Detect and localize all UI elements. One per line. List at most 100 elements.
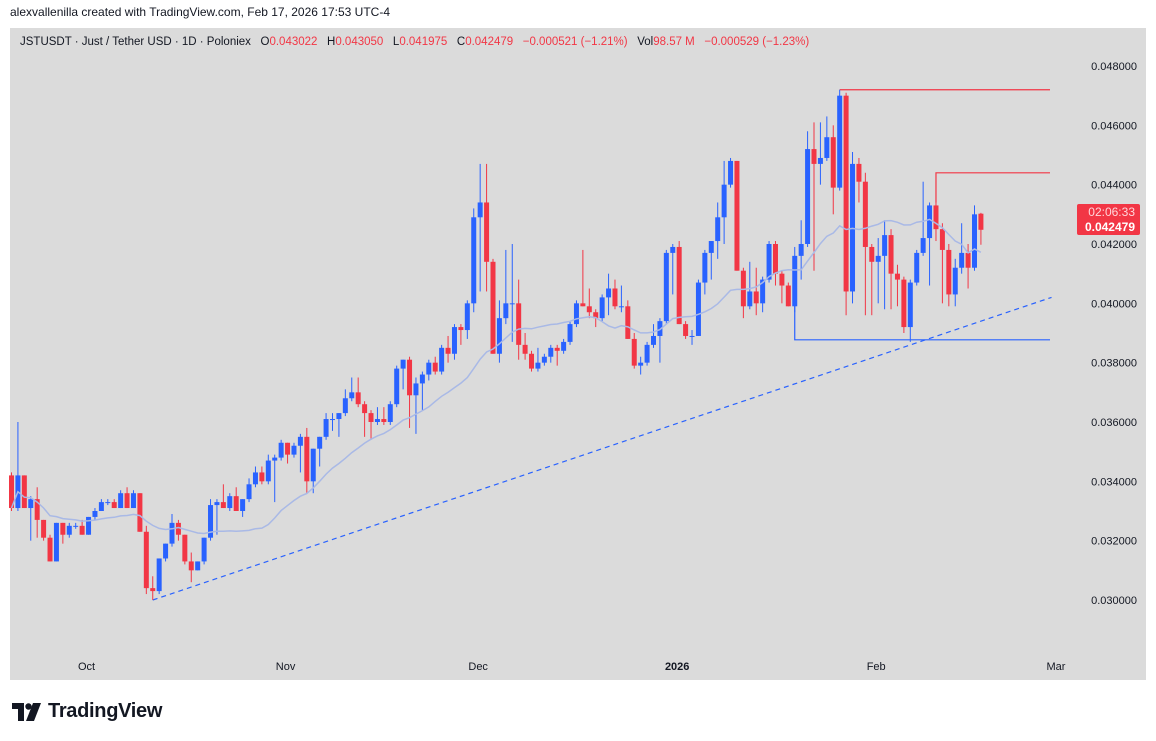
candle-body [683,324,689,336]
candle-body [657,321,663,336]
candle-body [201,537,207,562]
candle-body [920,238,926,253]
candle [464,300,470,339]
tradingview-logo[interactable]: TradingView [12,700,162,723]
price-tick-label: 0.034000 [1091,476,1137,488]
candle [60,522,66,544]
candle-body [689,335,695,337]
candles-layer [9,89,984,600]
candle [291,442,297,458]
candle-body [342,398,348,414]
candle-body [843,95,849,292]
candle [124,487,130,509]
candle-body [163,543,169,559]
candle-body [445,347,451,354]
candle-body [362,404,368,414]
candle [959,223,965,274]
candle [747,261,753,310]
tradingview-wordmark: TradingView [48,700,163,722]
candle-body [772,244,778,274]
candle [856,157,862,203]
candle [21,475,27,509]
candle-body [143,531,149,589]
candle [330,413,335,431]
candle-body [413,383,419,396]
candle [561,338,567,354]
candle-body [73,525,79,527]
candle [689,330,695,345]
chart-area[interactable] [10,28,1146,680]
candle [143,525,149,595]
candle [869,244,875,316]
candle-body [156,558,162,592]
candle-body [792,255,798,307]
candle-body [490,261,496,354]
candle [496,300,502,363]
candle [676,241,682,325]
candle-body [695,282,701,336]
volume-value: 98.57 M [653,36,695,48]
candle-body [9,475,14,509]
last-price-value: 0.042479 [1085,220,1135,234]
candle-body [105,502,111,504]
candle-body [98,502,104,511]
price-tick-label: 0.048000 [1091,61,1137,73]
candle-body [41,519,47,538]
candle [105,499,111,506]
candle-body [811,149,817,164]
candle-body [208,505,214,538]
candle [516,279,522,360]
candle-body [233,496,239,511]
candle-body [182,534,188,562]
candle [451,324,457,360]
candle-body [471,217,477,304]
candle [663,249,669,325]
price-axis[interactable]: 0.048000 0.046000 0.044000 0.042000 0.040000… [1091,61,1137,607]
last-price-label: 02:06:33 0.042479 [1077,204,1140,235]
time-tick-label: Oct [78,661,95,673]
price-tick-label: 0.036000 [1091,417,1137,429]
candle-body [734,160,740,271]
candle [471,208,477,313]
candle [965,244,971,289]
candle-body [259,472,265,482]
candle [387,401,393,425]
candle-body [593,312,599,319]
horizontal-level-line [935,172,1050,203]
candle [98,499,104,511]
candle [163,543,169,562]
candle-body [426,362,432,375]
candle [529,350,535,372]
candle [946,244,952,307]
candle-body [862,181,868,247]
candle [766,241,772,283]
candle [265,454,271,485]
candle-body [651,335,656,345]
candle [214,499,220,535]
candle [400,359,406,390]
volume-change: −0.000529 (−1.23%) [704,36,810,48]
candle [907,279,913,342]
time-axis[interactable]: Oct Nov Dec 2026 Feb Mar [78,661,1066,673]
candle-body [92,511,98,517]
price-tick-label: 0.042000 [1091,239,1137,251]
candle [349,377,355,402]
price-change: −0.000521 (−1.21%) [522,36,628,48]
time-tick-label: Nov [276,661,296,673]
candle-body [721,184,727,218]
candle-body [381,419,387,422]
candle [843,92,849,316]
candle [53,522,59,562]
candle-body [522,344,528,354]
candle [208,499,214,541]
candle-body [554,347,560,351]
candle-body [278,442,284,458]
candle-body [625,306,631,339]
symbol-info[interactable]: JSTUSDT · Just / Tether USD · 1D · Polon… [20,36,251,48]
candle [830,125,836,215]
candle-body [297,436,303,446]
time-tick-label: Mar [1046,661,1065,673]
candle-body [86,516,92,535]
moving-average-layer [10,218,982,535]
